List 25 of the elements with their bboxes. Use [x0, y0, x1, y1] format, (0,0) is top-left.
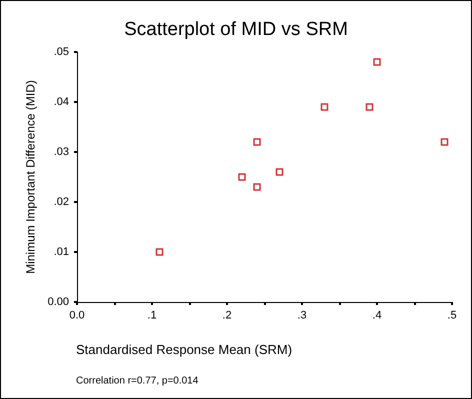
x-tick-label: .5 [447, 310, 457, 322]
x-tick-label: .3 [297, 310, 307, 322]
y-tick-label: .05 [54, 46, 69, 58]
y-tick-label: .03 [54, 146, 69, 158]
point [253, 183, 261, 191]
x-tick-label: 0.0 [69, 310, 85, 322]
point [366, 103, 374, 111]
y-tick-label: .02 [54, 196, 69, 208]
point [320, 103, 328, 111]
y-tick-label: 0.00 [48, 296, 69, 308]
text: Correlation r=0.77, p=0.014 [76, 376, 199, 386]
x-axis-title: Standardised Response Mean (SRM) [76, 342, 292, 357]
x-tick-label: .4 [372, 310, 382, 322]
point [276, 168, 284, 176]
y-axis-title: Minimum Important Difference (MID) [24, 80, 38, 274]
x-tick-label: .1 [147, 310, 157, 322]
x-tick-label: .2 [222, 310, 232, 322]
point [253, 138, 261, 146]
point [440, 138, 448, 146]
y-tick-label: .04 [54, 96, 69, 108]
point [373, 58, 381, 66]
point [238, 173, 246, 181]
chart-title: Scatterplot of MID vs SRM [124, 19, 348, 40]
point [156, 248, 164, 256]
y-tick-label: .01 [54, 246, 69, 258]
